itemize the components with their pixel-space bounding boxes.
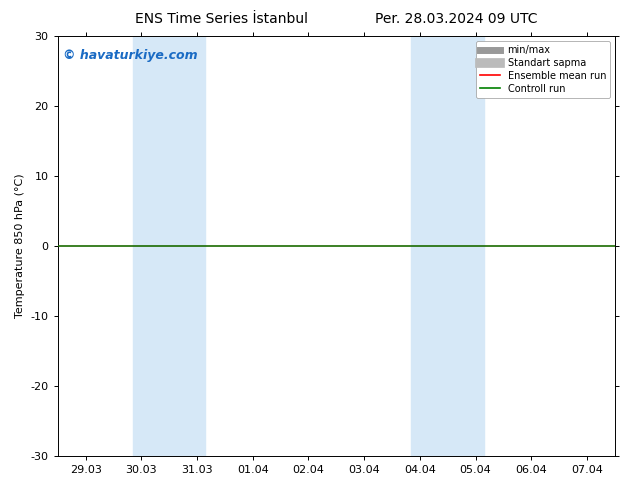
Legend: min/max, Standart sapma, Ensemble mean run, Controll run: min/max, Standart sapma, Ensemble mean r… [477,41,610,98]
Text: © havaturkiye.com: © havaturkiye.com [63,49,198,62]
Text: ENS Time Series İstanbul: ENS Time Series İstanbul [136,12,308,26]
Y-axis label: Temperature 850 hPa (°C): Temperature 850 hPa (°C) [15,174,25,318]
Bar [133,36,205,456]
Text: Per. 28.03.2024 09 UTC: Per. 28.03.2024 09 UTC [375,12,538,26]
Bar [411,36,484,456]
